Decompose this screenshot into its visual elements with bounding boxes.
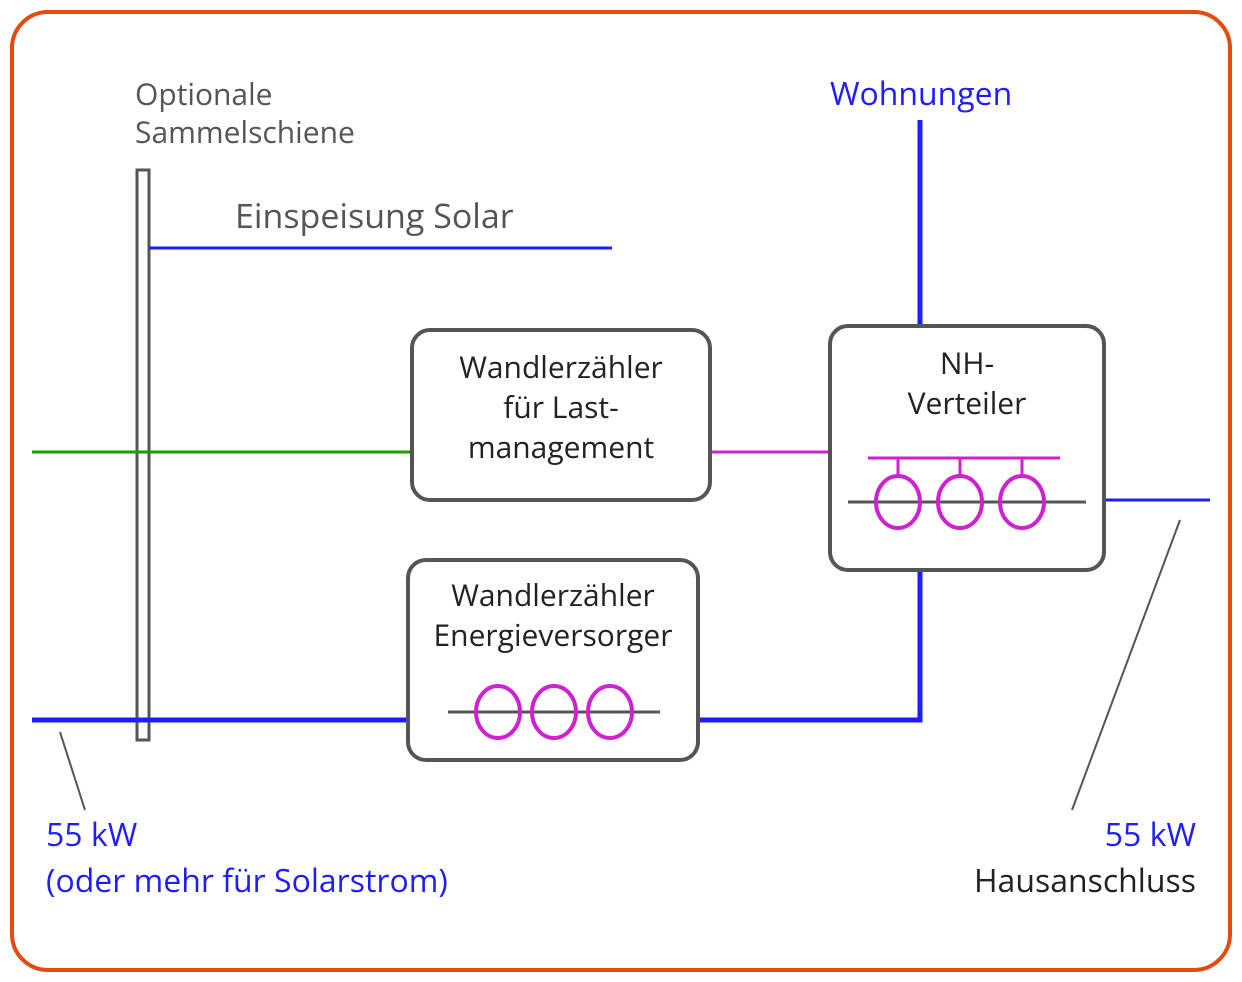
electrical-diagram: Optionale Sammelschiene Einspeisung Sola… (0, 0, 1242, 982)
wandler-ev-line1: Wandlerzähler (451, 574, 655, 615)
wandler-ev-line2: Energieversorger (434, 614, 673, 655)
busbar-label-2: Sammelschiene (135, 111, 355, 152)
busbar (137, 170, 149, 740)
left-caption-2: (oder mehr für Solarstrom) (46, 859, 448, 902)
box-nh-verteiler: NH- Verteiler (830, 326, 1104, 570)
right-caption-1: 55 kW (1105, 813, 1197, 856)
box-wandler-ev: Wandlerzähler Energieversorger (408, 560, 698, 760)
nh-line1: NH- (940, 342, 994, 383)
wandler-last-line3: management (468, 426, 654, 467)
wandler-last-line2: für Last- (503, 386, 619, 427)
wandler-last-line1: Wandlerzähler (459, 346, 663, 387)
left-caption-1: 55 kW (46, 813, 138, 856)
wohnungen-label: Wohnungen (830, 72, 1012, 115)
solar-label: Einspeisung Solar (235, 192, 514, 238)
nh-line2: Verteiler (908, 382, 1027, 423)
left-tick (60, 732, 85, 810)
busbar-label-1: Optionale (135, 73, 273, 114)
box-wandler-last: Wandlerzähler für Last- management (412, 330, 710, 500)
right-caption-2: Hausanschluss (974, 859, 1196, 902)
bottom-blue-right (698, 570, 920, 720)
